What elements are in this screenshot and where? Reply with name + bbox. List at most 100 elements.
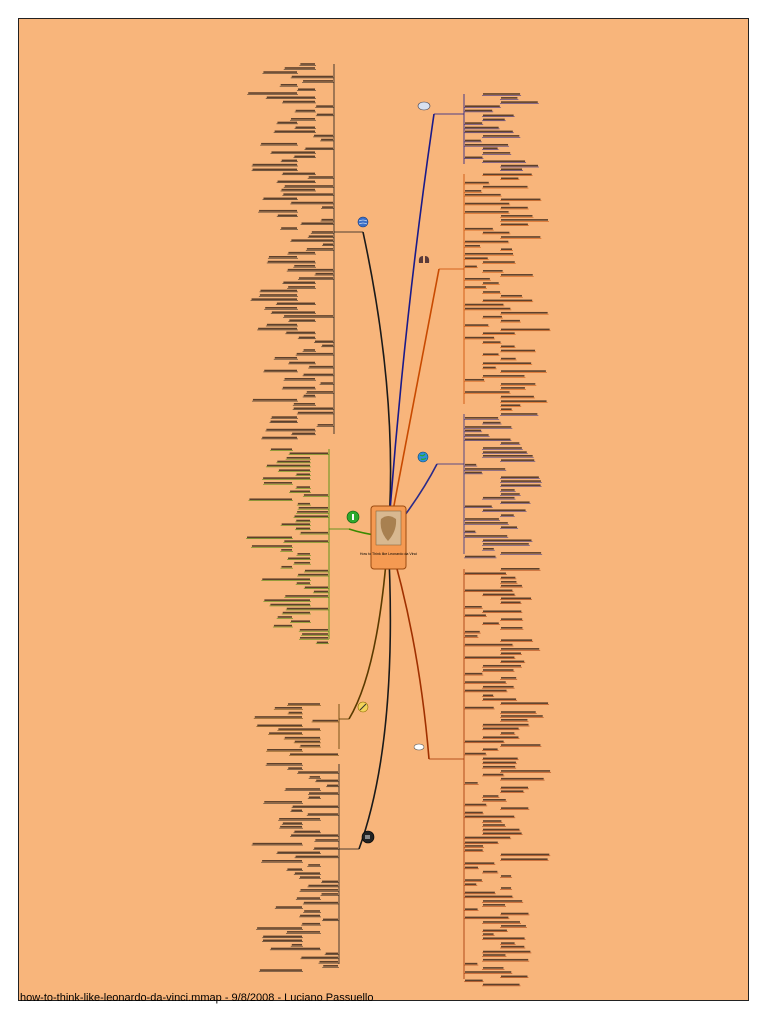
leaf-text-block [501,677,517,679]
leaf-text-block [281,159,297,162]
leaf-text-block [483,509,526,512]
leaf-text-block [316,105,333,107]
leaf-text-block [303,373,333,376]
leaf-text-block [325,952,338,955]
leaf-text-block [501,514,514,516]
leaf-text-block [501,807,529,809]
leaf-text-block [465,468,506,470]
leaf-text-block [298,771,338,773]
leaf-text-block [501,744,541,746]
leaf-text-block [501,413,538,415]
leaf-text-block [277,616,292,618]
leaf-text-block [501,101,538,103]
leaf-text-block [257,724,302,727]
leaf-text-block [483,929,507,932]
leaf-text-block [281,188,315,191]
leaf-text-block [257,927,302,929]
leaf-text-block [501,777,544,780]
leaf-text-block [291,834,338,836]
leaf-text-block [465,782,478,784]
leaf-text-block [271,151,315,153]
leaf-text-block [308,796,320,799]
leaf-text-block [284,736,320,739]
leaf-text-block [298,573,328,576]
leaf-text-block [298,506,328,509]
leaf-text-block [483,270,503,272]
leaf-text-block [270,603,310,606]
leaf-text-block [501,627,523,629]
leaf-text-block [465,391,510,393]
leaf-text-block [313,590,328,593]
footer-separator: - [277,992,282,1004]
footer-author: Luciano Passuello [284,992,374,1004]
leaf-text-block [274,707,302,709]
leaf-text-block [483,761,516,764]
leaf-text-block [483,455,533,457]
leaf-text-block [299,628,328,631]
leaf-text-block [311,231,333,233]
mind-map-canvas: How to Think like Leonardo da Vinci [246,63,552,987]
leaf-text-block [306,248,333,250]
branch-line-sensazione [387,268,440,538]
leaf-text-block [465,109,493,112]
leaf-text-block [321,218,333,221]
leaf-text-block [289,452,328,455]
leaf-text-block [319,960,338,963]
leaf-text-block [262,578,310,581]
leaf-text-block [483,93,521,95]
leaf-text-block [288,711,302,714]
leaf-text-block [323,965,338,967]
leaf-text-block [465,706,494,709]
leaf-text-block [501,168,523,171]
leaf-text-block [465,244,480,247]
leaf-text-block [282,611,310,614]
leaf-text-block [263,477,310,479]
leaf-text-block [465,672,483,675]
map-footer: how-to-think-like-leonardo-da-vinci.mmap… [20,992,373,1004]
leaf-text-block [501,236,541,238]
leaf-text-block [296,473,310,476]
earth-icon [417,451,429,463]
leaf-text-block [501,576,516,579]
leaf-text-block [501,925,526,927]
leaf-text-block [483,933,494,935]
portrait-face [380,516,397,541]
leaf-text-block [501,719,528,721]
leaf-text-block [483,669,514,671]
leaf-text-block [323,918,338,921]
leaf-text-block [282,172,315,175]
leaf-text-block [483,147,498,150]
leaf-text-block [465,841,498,844]
leaf-text-block [264,482,292,484]
leaf-text-block [483,723,529,726]
leaf-text-block [501,526,518,528]
leaf-text-block [501,660,525,663]
leaf-text-block [283,281,315,284]
leaf-text-block [501,770,551,772]
leaf-text-block [483,610,522,613]
leaf-text-block [308,884,338,887]
leaf-text-block [296,582,310,584]
leaf-text-block [483,375,525,377]
leaf-text-block [269,732,302,734]
leaf-text-block [465,656,515,659]
leaf-text-block [501,274,533,276]
leaf-text-block [465,643,513,646]
leaf-text-block [291,201,333,204]
leaf-text-block [300,63,315,65]
leaf-text-block [465,211,509,213]
leaf-text-block [321,893,338,895]
leaf-text-block [304,569,328,572]
leaf-text-block [501,219,548,221]
leaf-text-block [274,130,315,133]
leaf-text-block [483,496,515,499]
leaf-text-block [465,752,486,755]
leaf-text-block [483,539,532,542]
leaf-text-block [291,239,333,241]
leaf-text-block [282,822,302,824]
leaf-text-block [465,438,511,441]
leaf-text-block [465,916,509,919]
leaf-text-block [483,983,520,986]
central-topic[interactable]: How to Think like Leonardo da Vinci [360,505,417,570]
leaf-text-block [483,135,520,137]
